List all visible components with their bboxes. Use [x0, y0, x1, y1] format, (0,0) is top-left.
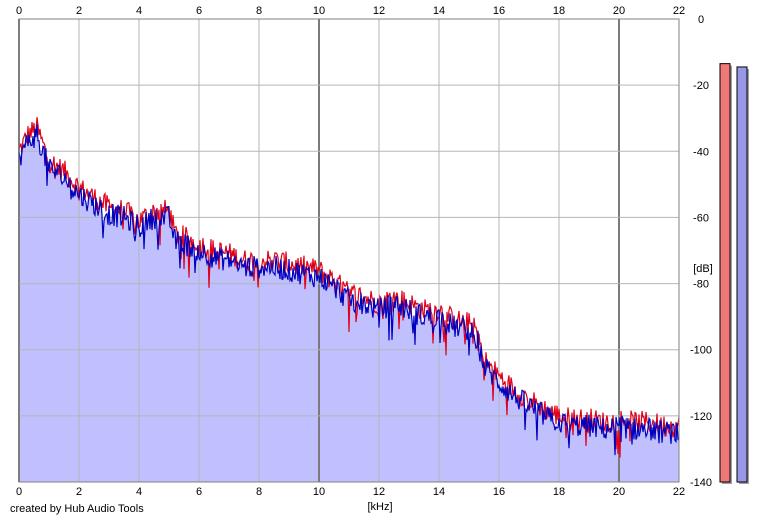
x-axis-label: [kHz]	[367, 501, 392, 513]
y-tick-label: -120	[690, 411, 712, 423]
y-tick-label: -40	[693, 146, 709, 158]
x-tick-label: 20	[613, 5, 625, 17]
x-tick-label: 22	[673, 5, 685, 17]
y-tick-label: -80	[693, 279, 709, 291]
x-tick-label: 6	[196, 486, 202, 498]
y-tick-label: -140	[690, 477, 712, 489]
frame-border	[18, 18, 680, 483]
x-tick-label: 12	[373, 486, 385, 498]
spectrum-fill	[19, 124, 679, 483]
y-axis-label: [dB]	[693, 263, 713, 275]
x-tick-label: 4	[136, 5, 142, 17]
x-tick-label: 6	[196, 5, 202, 17]
x-tick-label: 18	[553, 5, 565, 17]
x-tick-label: 10	[313, 486, 325, 498]
x-tick-label: 2	[76, 486, 82, 498]
series-lines	[18, 117, 680, 458]
x-tick-label: 0	[16, 486, 22, 498]
series-line	[18, 124, 680, 456]
x-tick-label: 16	[493, 486, 505, 498]
x-tick-labels-top: 0 2 4 6 8 10 12 14 16 18 20 22	[16, 5, 685, 17]
y-tick-label: 0	[698, 14, 704, 26]
x-tick-label: 0	[16, 5, 22, 17]
y-tick-label: -60	[693, 212, 709, 224]
series-line	[18, 117, 680, 458]
level-meter	[719, 63, 731, 483]
plot-frame	[18, 18, 680, 483]
x-tick-label: 18	[553, 486, 565, 498]
x-tick-label: 22	[673, 486, 685, 498]
x-tick-label: 12	[373, 5, 385, 17]
y-tick-label: -100	[690, 345, 712, 357]
x-tick-label: 8	[256, 5, 262, 17]
level-meter	[736, 66, 748, 483]
x-tick-label: 2	[76, 5, 82, 17]
x-tick-label: 4	[136, 486, 142, 498]
y-tick-labels: 0 -20 -40 -60 -80 -100 -120 -140	[690, 14, 712, 489]
spectrum-area	[19, 124, 679, 483]
y-tick-label: -20	[693, 80, 709, 92]
x-tick-label: 8	[256, 486, 262, 498]
credit-caption: created by Hub Audio Tools	[10, 503, 144, 515]
x-tick-label: 16	[493, 5, 505, 17]
x-tick-label: 14	[433, 486, 445, 498]
x-tick-labels-bottom: 0 2 4 6 8 10 12 14 16 18 20 22	[16, 486, 685, 498]
level-meters	[719, 63, 749, 485]
x-tick-label: 20	[613, 486, 625, 498]
x-tick-label: 10	[313, 5, 325, 17]
x-tick-label: 14	[433, 5, 445, 17]
